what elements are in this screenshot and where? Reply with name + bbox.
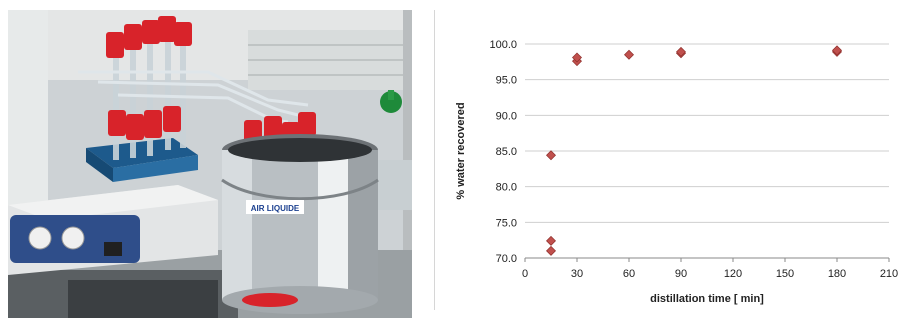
data-point (546, 150, 556, 161)
data-point (676, 46, 686, 57)
y-tick-label: 95.0 (496, 75, 517, 87)
y-axis-title: % water recovered (455, 102, 467, 199)
x-tick-label: 150 (776, 268, 794, 280)
data-point (572, 52, 582, 63)
data-point (546, 245, 556, 256)
x-tick-label: 60 (623, 268, 635, 280)
lab-distillation-photo: AIR LIQUIDE (8, 10, 412, 318)
panel-divider (434, 10, 435, 310)
data-points (546, 45, 842, 256)
x-tick-label: 90 (675, 268, 687, 280)
x-axis-ticks: 0 30 60 90 120 150 180 210 (522, 258, 898, 280)
x-tick-label: 180 (828, 268, 846, 280)
data-point (546, 235, 556, 246)
x-axis-title: distillation time [ min] (650, 293, 764, 305)
scatter-chart: 70.0 75.0 80.0 85.0 90.0 95.0 100.0 0 30 60 90 120… (455, 39, 898, 305)
y-tick-label: 75.0 (496, 217, 517, 229)
lab-distillation-photo-icon: AIR LIQUIDE (8, 10, 412, 318)
x-tick-label: 120 (724, 268, 742, 280)
y-tick-label: 80.0 (496, 182, 517, 194)
x-tick-label: 210 (880, 268, 898, 280)
y-axis-ticks: 70.0 75.0 80.0 85.0 90.0 95.0 100.0 (489, 39, 517, 265)
y-tick-label: 85.0 (496, 146, 517, 158)
x-tick-label: 0 (522, 268, 528, 280)
y-tick-label: 100.0 (489, 39, 517, 51)
dewar-label: AIR LIQUIDE (251, 204, 300, 213)
x-tick-label: 30 (571, 268, 583, 280)
data-point (832, 45, 842, 56)
chart-panel: 70.0 75.0 80.0 85.0 90.0 95.0 100.0 0 30 60 90 120… (440, 0, 904, 320)
y-tick-label: 70.0 (496, 253, 517, 265)
gridlines (525, 43, 889, 223)
y-tick-label: 90.0 (496, 110, 517, 122)
data-point (624, 49, 634, 60)
